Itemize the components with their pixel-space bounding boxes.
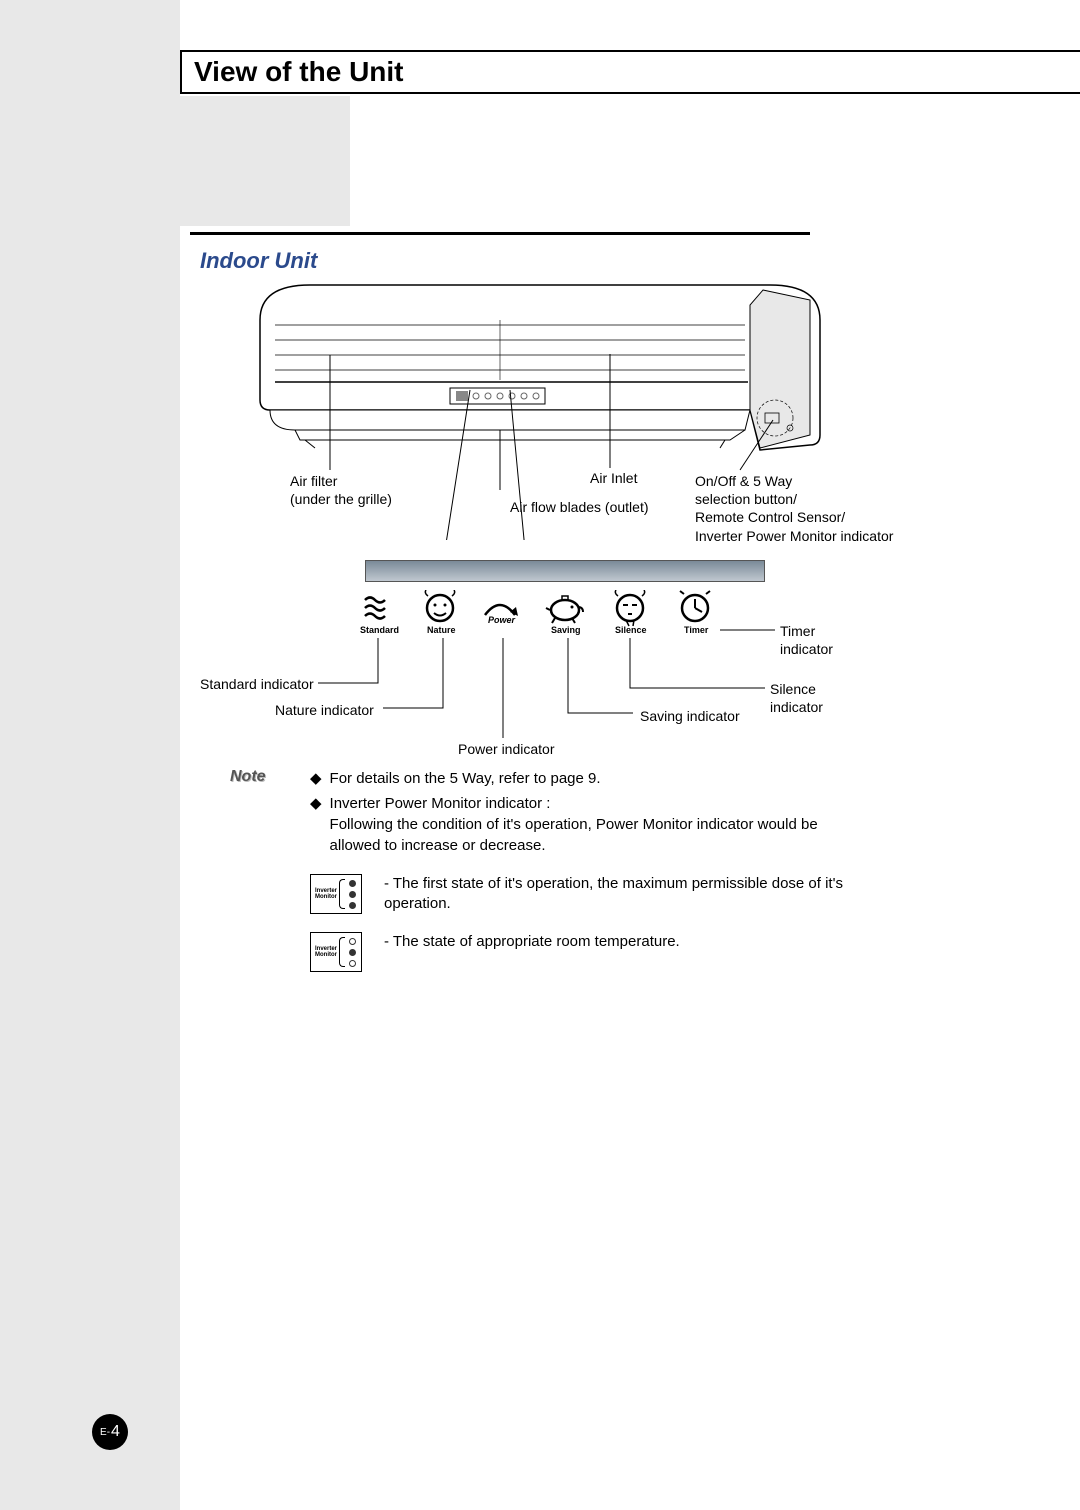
label-nature-ind: Nature indicator — [275, 701, 374, 719]
note-bullet-2-content: Inverter Power Monitor indicator : Follo… — [330, 793, 870, 856]
label-standard-ind: Standard indicator — [200, 675, 314, 693]
page-number-prefix: E- — [100, 1427, 110, 1438]
page-title: View of the Unit — [194, 56, 404, 88]
bullet-marker-icon: ◆ — [310, 793, 322, 856]
air-filter-text: Air filter — [290, 473, 337, 489]
title-bar: View of the Unit — [180, 50, 1080, 94]
onoff-line1: On/Off & 5 Way — [695, 473, 792, 489]
note-label: Note — [230, 768, 300, 786]
label-power-ind: Power indicator — [458, 740, 555, 758]
bracket-icon — [339, 879, 345, 909]
dot-filled-icon — [349, 949, 356, 956]
note-bullet-2b-text: Following the condition of it's operatio… — [330, 816, 818, 854]
left-gutter — [60, 0, 180, 1510]
gap-block — [180, 96, 350, 226]
dot-filled-icon — [349, 902, 356, 909]
label-air-inlet: Air Inlet — [590, 469, 637, 487]
note-bullet-2a-text: Inverter Power Monitor indicator : — [330, 795, 551, 812]
display-panel — [365, 560, 765, 582]
monitor-row-2: Inverter Monitor - The state of appropri… — [310, 932, 870, 972]
onoff-line3: Remote Control Sensor/ — [695, 509, 845, 525]
note-bullet-1: ◆ For details on the 5 Way, refer to pag… — [310, 768, 870, 789]
bullet-marker-icon: ◆ — [310, 768, 322, 789]
monitor-box-1-label: Inverter Monitor — [315, 888, 337, 900]
page-number-badge: E-4 — [92, 1414, 128, 1450]
dot-filled-icon — [349, 880, 356, 887]
dot-outline-icon — [349, 938, 356, 945]
label-air-filter: Air filter (under the grille) — [290, 472, 392, 508]
onoff-line4: Inverter Power Monitor indicator — [695, 528, 893, 544]
label-onoff: On/Off & 5 Way selection button/ Remote … — [695, 472, 895, 545]
onoff-line2: selection button/ — [695, 491, 797, 507]
monitor-box-2: Inverter Monitor — [310, 932, 362, 972]
label-silence-ind: Silence indicator — [770, 680, 870, 716]
monitor-box-2-label: Inverter Monitor — [315, 946, 337, 958]
note-section: Note ◆ For details on the 5 Way, refer t… — [230, 768, 870, 972]
monitor-dots-2 — [349, 938, 356, 967]
monitor-text-1: - The first state of it's operation, the… — [384, 874, 870, 913]
air-filter-subtext: (under the grille) — [290, 491, 392, 507]
label-saving-ind: Saving indicator — [640, 707, 740, 725]
note-body: ◆ For details on the 5 Way, refer to pag… — [310, 768, 870, 856]
page-number-value: 4 — [111, 1423, 120, 1441]
label-timer-ind: Timer indicator — [780, 622, 870, 658]
monitor-box-1: Inverter Monitor — [310, 874, 362, 914]
monitor-dots-1 — [349, 880, 356, 909]
dot-filled-icon — [349, 891, 356, 898]
monitor-text-2: - The state of appropriate room temperat… — [384, 932, 680, 952]
subtitle: Indoor Unit — [200, 248, 317, 274]
label-air-flow: Air flow blades (outlet) — [510, 498, 649, 516]
note-bullet-2: ◆ Inverter Power Monitor indicator : Fol… — [310, 793, 870, 856]
bracket-icon — [339, 937, 345, 967]
dot-outline-icon — [349, 960, 356, 967]
monitor-row-1: Inverter Monitor - The first state of it… — [310, 874, 870, 914]
note-bullet-1-text: For details on the 5 Way, refer to page … — [330, 768, 601, 789]
horizontal-rule — [190, 232, 810, 235]
